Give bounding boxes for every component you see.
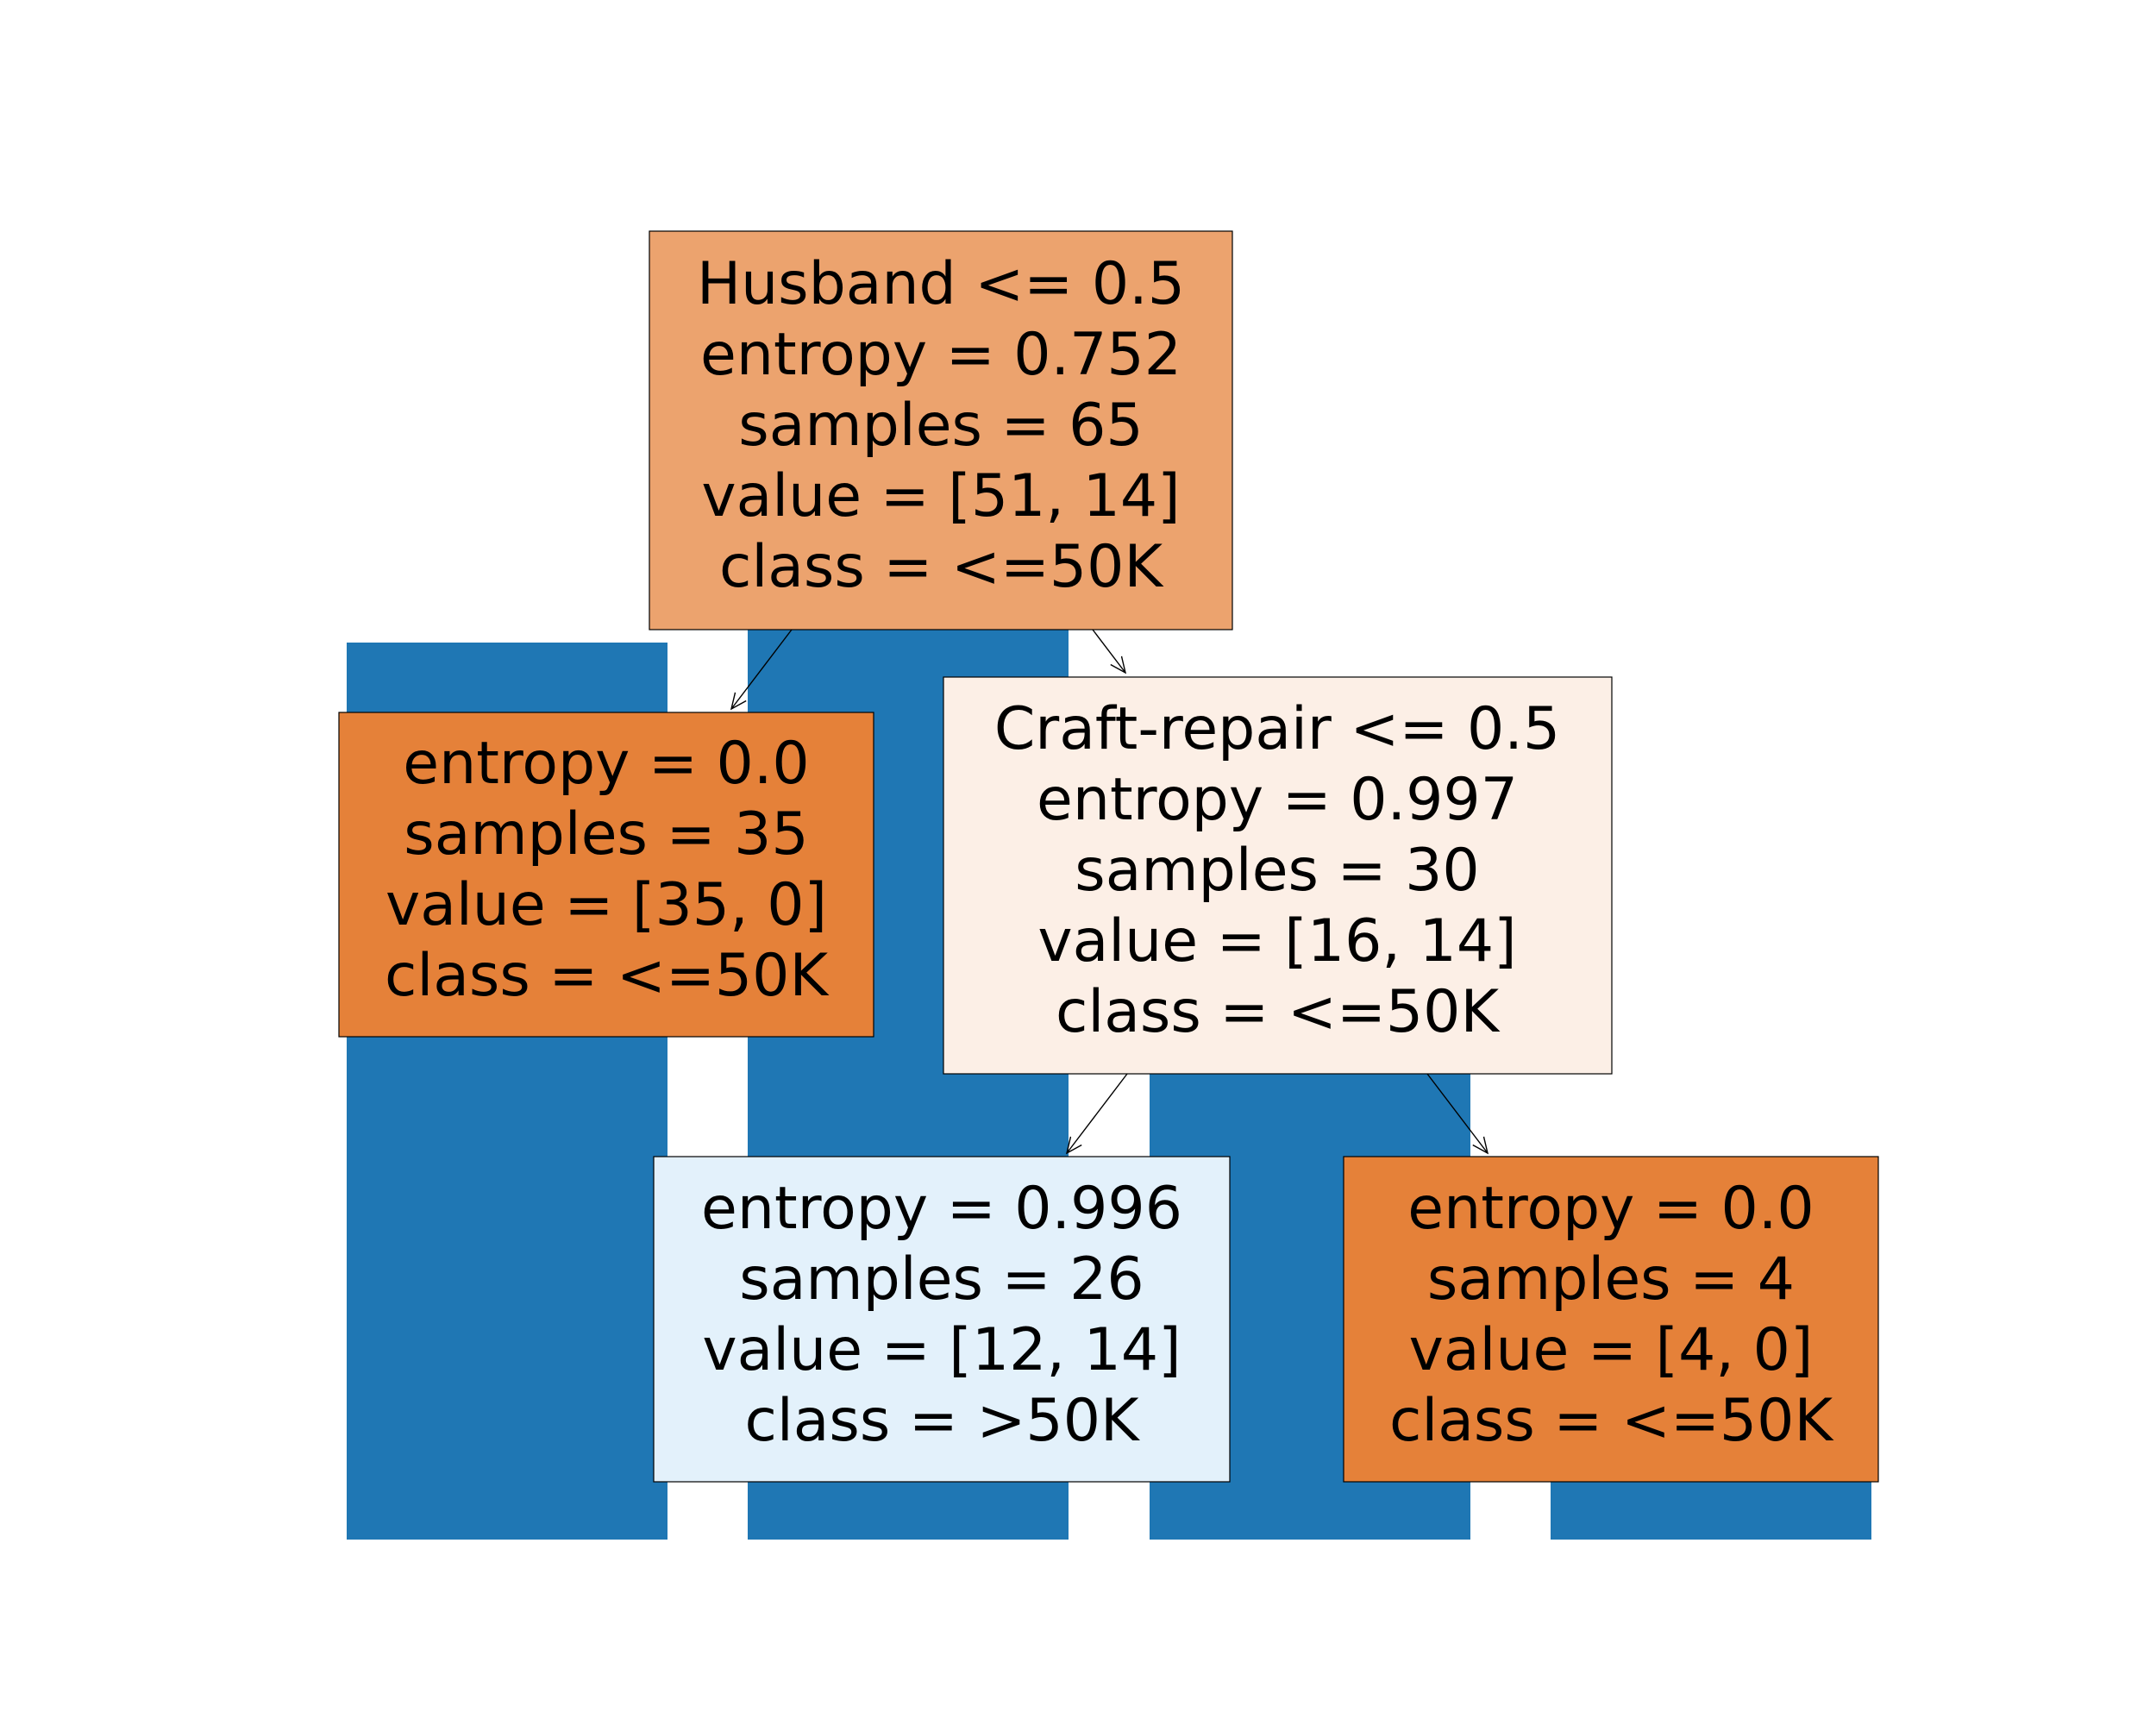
node-right-left-leaf-line-2: samples = 26 — [739, 1245, 1144, 1314]
node-left-leaf-line-2: samples = 35 — [404, 800, 808, 869]
node-root-box — [649, 230, 1233, 630]
node-root: Husband <= 0.5 entropy = 0.752 samples =… — [649, 230, 1233, 630]
node-left-leaf-box — [338, 712, 874, 1038]
edge-split-to-left-leaf — [1067, 1073, 1128, 1153]
node-right-split-box — [943, 676, 1613, 1075]
node-right-right-leaf-line-1: entropy = 0.0 — [1407, 1175, 1814, 1243]
node-left-leaf: entropy = 0.0 samples = 35 value = [35, … — [338, 712, 874, 1038]
node-root-line-3: samples = 65 — [738, 392, 1143, 460]
node-root-line-4: value = [51, 14] — [701, 462, 1180, 530]
node-right-right-leaf: entropy = 0.0 samples = 4 value = [4, 0]… — [1343, 1156, 1879, 1483]
edge-split-to-right-leaf — [1426, 1073, 1488, 1153]
node-right-split-line-3: samples = 30 — [1075, 837, 1479, 905]
node-right-left-leaf-line-1: entropy = 0.996 — [701, 1175, 1182, 1243]
node-right-split-line-4: value = [16, 14] — [1037, 907, 1516, 975]
node-right-split: Craft-repair <= 0.5 entropy = 0.997 samp… — [943, 676, 1613, 1075]
node-right-left-leaf-line-3: value = [12, 14] — [702, 1316, 1181, 1384]
node-left-leaf-line-3: value = [35, 0] — [385, 871, 827, 939]
edge-root-to-left-leaf — [731, 629, 793, 709]
node-left-leaf-line-4: class = <=50K — [385, 942, 830, 1010]
node-right-split-line-5: class = <=50K — [1056, 978, 1501, 1046]
node-right-left-leaf-line-4: class = >50K — [744, 1387, 1141, 1455]
node-right-left-leaf: entropy = 0.996 samples = 26 value = [12… — [653, 1156, 1231, 1483]
node-right-right-leaf-line-3: value = [4, 0] — [1409, 1316, 1814, 1384]
tree-nodes: Husband <= 0.5 entropy = 0.752 samples =… — [338, 230, 1879, 1483]
node-right-split-line-1: Craft-repair <= 0.5 — [994, 695, 1560, 763]
node-root-line-2: entropy = 0.752 — [700, 321, 1181, 389]
node-right-right-leaf-line-2: samples = 4 — [1427, 1245, 1795, 1314]
tree-edges — [731, 629, 1488, 1153]
node-root-line-1: Husband <= 0.5 — [697, 250, 1185, 318]
background-bar-4 — [1551, 1479, 1871, 1540]
node-left-leaf-line-1: entropy = 0.0 — [403, 730, 809, 798]
node-right-split-line-2: entropy = 0.997 — [1037, 766, 1518, 834]
node-right-left-leaf-box — [653, 1156, 1231, 1483]
node-right-right-leaf-box — [1343, 1156, 1879, 1483]
edge-root-to-right-split — [1092, 629, 1125, 673]
node-root-line-5: class = <=50K — [719, 533, 1164, 601]
node-right-right-leaf-line-4: class = <=50K — [1389, 1387, 1834, 1455]
